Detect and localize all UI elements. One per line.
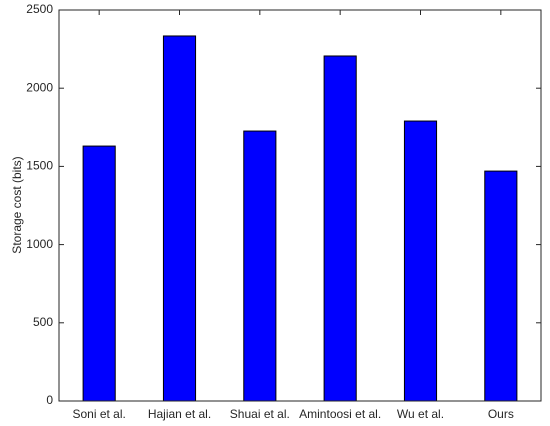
y-tick-label: 2000 [26, 80, 53, 94]
x-tick-label: Soni et al. [72, 407, 125, 421]
y-axis-label: Storage cost (bits) [10, 156, 24, 253]
bar [484, 170, 518, 402]
x-tick-label: Ours [488, 407, 514, 421]
bar [403, 120, 438, 402]
y-tick-label: 500 [33, 315, 53, 329]
y-tick-label: 0 [46, 393, 53, 407]
bar [162, 35, 197, 402]
x-tick-label: Wu et al. [397, 407, 444, 421]
bar [323, 55, 357, 402]
x-tick-label: Amintoosi et al. [299, 407, 381, 421]
y-tick-label: 2500 [26, 2, 53, 16]
bar [243, 130, 277, 402]
x-tick-label: Shuai et al. [230, 407, 290, 421]
y-tick-label: 1500 [26, 159, 53, 173]
bar [82, 145, 116, 402]
y-tick-label: 1000 [26, 237, 53, 251]
plot-frame [58, 9, 542, 402]
x-tick-label: Hajian et al. [148, 407, 211, 421]
